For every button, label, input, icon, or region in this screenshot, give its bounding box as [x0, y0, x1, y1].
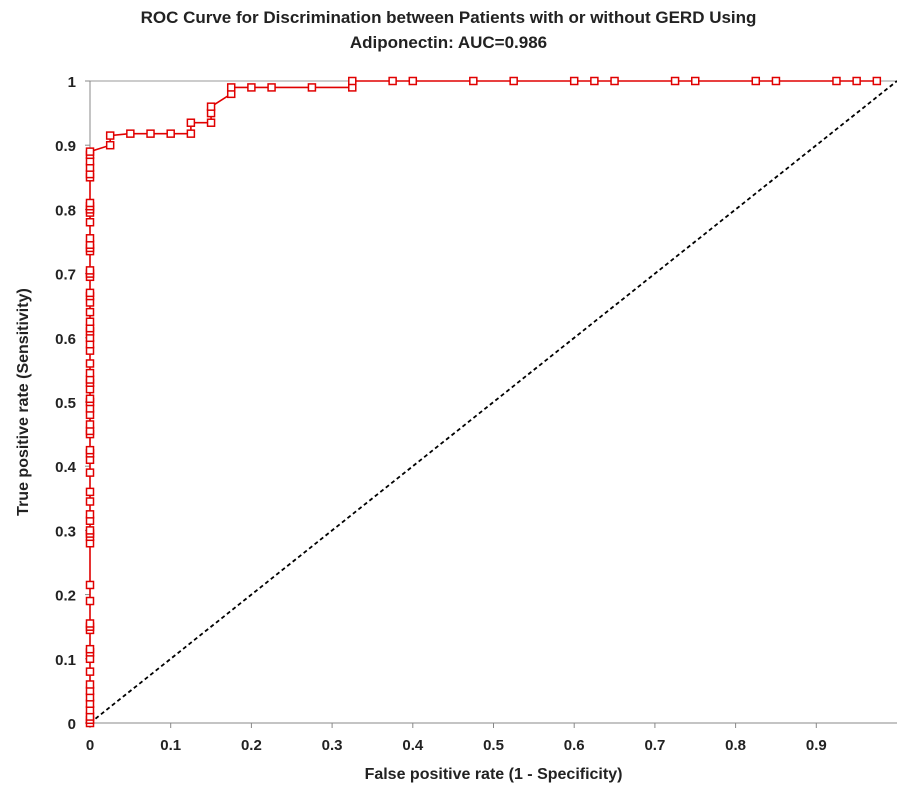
x-axis-label: False positive rate (1 - Specificity): [364, 766, 623, 783]
roc-point: [105, 140, 115, 150]
roc-point: [408, 76, 418, 86]
roc-point: [85, 468, 95, 477]
roc-point: [771, 76, 781, 86]
roc-point: [186, 129, 196, 138]
y-tick-label: 0.1: [55, 652, 76, 669]
x-tick-label: 0.1: [160, 737, 181, 754]
x-tick-label: 0.5: [483, 737, 504, 754]
roc-point: [105, 131, 115, 140]
roc-point: [872, 76, 882, 86]
roc-point: [348, 76, 357, 86]
roc-point: [670, 76, 680, 86]
roc-point: [509, 76, 518, 86]
roc-point: [590, 76, 599, 86]
chart-subtitle: Adiponectin: AUC=0.986: [349, 33, 548, 52]
y-tick-label: 0.9: [55, 138, 76, 155]
chart-title: ROC Curve for Discrimination between Pat…: [140, 8, 757, 27]
y-tick-label: 1: [68, 74, 76, 91]
roc-point: [186, 118, 196, 127]
roc-point: [85, 368, 95, 378]
roc-point: [610, 76, 619, 86]
roc-point: [85, 526, 95, 535]
roc-point: [85, 147, 95, 156]
x-tick-label: 0: [86, 737, 94, 754]
roc-point: [85, 394, 95, 404]
roc-point: [126, 129, 135, 138]
roc-point: [85, 680, 95, 689]
y-tick-label: 0.5: [55, 395, 76, 412]
roc-point: [85, 420, 95, 429]
roc-point: [206, 102, 216, 111]
roc-point: [832, 76, 841, 86]
x-tick-label: 0.4: [402, 737, 424, 754]
roc-point: [146, 129, 155, 138]
roc-point: [206, 118, 216, 127]
roc-point: [85, 487, 95, 497]
roc-point: [85, 667, 95, 676]
reference-diagonal-line: [89, 80, 897, 724]
roc-point: [85, 445, 95, 455]
x-tick-label: 0.3: [322, 737, 343, 754]
roc-point: [267, 83, 276, 92]
y-tick-label: 0.2: [55, 588, 76, 605]
roc-point: [569, 76, 579, 86]
roc-point: [85, 266, 95, 275]
roc-point: [85, 497, 95, 506]
roc-point: [85, 644, 95, 654]
y-tick-label: 0.4: [55, 459, 77, 476]
roc-point: [85, 580, 95, 590]
roc-point: [166, 129, 175, 138]
x-tick-label: 0.9: [806, 737, 827, 754]
roc-point: [85, 307, 95, 317]
roc-point: [469, 76, 478, 86]
roc-curve-line: [89, 80, 877, 723]
roc-point: [85, 510, 95, 519]
roc-point: [247, 83, 256, 92]
roc-point: [307, 83, 317, 92]
y-tick-label: 0.7: [55, 267, 76, 284]
roc-point: [85, 288, 95, 298]
x-tick-label: 0.8: [725, 737, 746, 754]
roc-point: [751, 76, 761, 86]
roc-point: [85, 359, 95, 368]
y-tick-label: 0.3: [55, 523, 76, 540]
roc-point: [691, 76, 700, 86]
roc-point: [85, 619, 95, 628]
roc-point: [85, 234, 95, 243]
roc-point: [85, 217, 95, 227]
x-tick-label: 0.6: [564, 737, 585, 754]
roc-point: [85, 198, 95, 208]
y-tick-label: 0: [68, 716, 76, 733]
roc-point: [852, 76, 861, 86]
roc-point: [85, 317, 95, 326]
y-tick-label: 0.8: [55, 202, 76, 219]
y-tick-label: 0.6: [55, 331, 76, 348]
roc-point: [388, 76, 397, 86]
y-axis-label: True positive rate (Sensitivity): [15, 288, 32, 516]
x-tick-label: 0.7: [644, 737, 665, 754]
roc-point: [85, 596, 95, 606]
x-tick-label: 0.2: [241, 737, 262, 754]
roc-point: [226, 83, 236, 92]
